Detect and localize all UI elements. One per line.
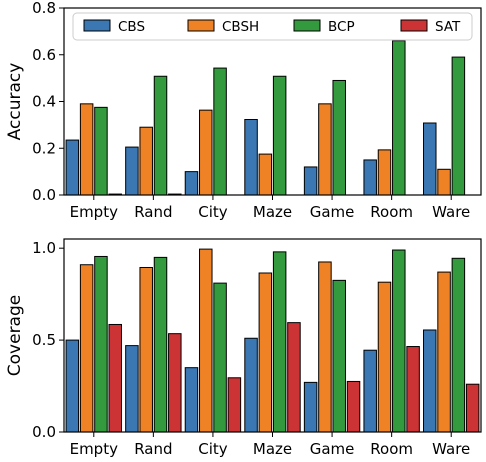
bar-bcp-room bbox=[392, 249, 406, 433]
bar-cbsh-empty bbox=[79, 264, 94, 433]
bar-sat-empty bbox=[108, 323, 122, 433]
plot-frame bbox=[63, 238, 482, 433]
bar-bcp-city bbox=[213, 67, 227, 196]
bar-cbs-maze bbox=[244, 337, 258, 433]
x-tick-label: Empty bbox=[70, 440, 118, 458]
bar-bcp-game bbox=[332, 279, 346, 433]
legend-swatch-cbsh bbox=[187, 19, 215, 32]
legend-swatch-cbs bbox=[83, 19, 111, 32]
y-tick-label: 1.0 bbox=[32, 239, 56, 257]
bar-cbsh-city bbox=[199, 248, 213, 433]
x-tick-label: Room bbox=[370, 440, 413, 458]
x-tick-label: Game bbox=[310, 440, 355, 458]
bar-cbsh-ware bbox=[437, 168, 451, 196]
legend-frame bbox=[72, 12, 473, 41]
bar-cbsh-maze bbox=[258, 153, 273, 196]
legend-label-cbs: CBS bbox=[118, 19, 145, 35]
bar-cbsh-game bbox=[318, 261, 332, 433]
legend-label-bcp: BCP bbox=[328, 19, 355, 35]
coverage-chart: Empty Rand City Maze Game Room Ware 0.0 0.5 1.0 Co… bbox=[5, 238, 482, 458]
y-tick-label: 0.2 bbox=[32, 139, 56, 157]
bar-bcp-ware bbox=[451, 56, 466, 196]
bar-cbs-room bbox=[363, 159, 377, 196]
bar-cbsh-room bbox=[377, 149, 392, 196]
bar-sat-city bbox=[227, 377, 242, 433]
bar-cbs-ware bbox=[423, 329, 437, 433]
legend-swatch-bcp bbox=[293, 19, 321, 32]
x-tick-label: Maze bbox=[253, 203, 292, 221]
x-tick-label: Room bbox=[370, 203, 413, 221]
x-tick-label: Game bbox=[310, 203, 355, 221]
plot-frame bbox=[63, 7, 482, 196]
x-tick-label: Rand bbox=[134, 203, 172, 221]
y-tick-label: 0.6 bbox=[32, 46, 56, 64]
y-axis-title: Accuracy bbox=[5, 63, 25, 141]
bar-cbs-rand bbox=[125, 345, 139, 433]
bar-cbs-game bbox=[303, 166, 318, 196]
legend-label-sat: SAT bbox=[435, 19, 461, 35]
bar-cbs-city bbox=[184, 171, 199, 196]
bar-cbs-ware bbox=[423, 122, 437, 196]
legend: CBS CBSH BCP SAT bbox=[72, 12, 473, 41]
bar-bcp-empty bbox=[94, 106, 108, 196]
bar-sat-game bbox=[346, 380, 361, 433]
bar-cbsh-game bbox=[318, 103, 332, 196]
bar-cbs-game bbox=[303, 381, 318, 433]
y-tick-label: 0.5 bbox=[32, 331, 56, 349]
bar-bcp-empty bbox=[94, 255, 108, 433]
legend-label-cbsh: CBSH bbox=[222, 19, 259, 35]
bar-cbsh-rand bbox=[139, 266, 153, 433]
bar-bcp-city bbox=[213, 282, 227, 433]
bar-cbs-empty bbox=[65, 139, 80, 196]
bar-cbsh-empty bbox=[79, 103, 94, 196]
x-tick-label: City bbox=[198, 440, 228, 458]
bar-cbs-room bbox=[363, 349, 377, 433]
legend-swatch-sat bbox=[400, 19, 428, 32]
bar-cbsh-city bbox=[199, 109, 213, 196]
bar-cbsh-room bbox=[377, 281, 392, 433]
x-tick-label: Empty bbox=[70, 203, 118, 221]
bar-bcp-maze bbox=[272, 251, 287, 433]
bar-bcp-ware bbox=[451, 257, 466, 433]
bar-bcp-room bbox=[392, 40, 406, 196]
x-tick-label: Ware bbox=[432, 203, 470, 221]
bar-bcp-maze bbox=[272, 75, 287, 196]
bar-bcp-rand bbox=[153, 256, 168, 433]
y-tick-label: 0.0 bbox=[32, 186, 56, 204]
bar-sat-room bbox=[406, 346, 420, 433]
bar-cbs-city bbox=[184, 367, 199, 433]
x-tick-label: Rand bbox=[134, 440, 172, 458]
bar-sat-rand bbox=[168, 333, 182, 433]
bar-cbs-empty bbox=[65, 339, 80, 433]
bar-sat-maze bbox=[287, 322, 301, 433]
bar-cbs-rand bbox=[125, 146, 139, 196]
y-tick-label: 0.8 bbox=[32, 0, 56, 17]
bar-bcp-rand bbox=[153, 75, 168, 196]
bar-cbsh-ware bbox=[437, 271, 451, 433]
bar-cbsh-maze bbox=[258, 272, 273, 433]
x-tick-label: Maze bbox=[253, 440, 292, 458]
y-tick-label: 0.0 bbox=[32, 423, 56, 441]
bar-cbsh-rand bbox=[139, 126, 153, 196]
accuracy-chart: Empty Rand City Maze Game Room Ware 0.0 0.2 0.4 0.… bbox=[5, 0, 482, 221]
y-tick-label: 0.4 bbox=[32, 93, 56, 111]
bar-cbs-maze bbox=[244, 118, 258, 196]
bar-sat-ware bbox=[465, 383, 480, 433]
y-axis-title: Coverage bbox=[5, 295, 25, 376]
bar-bcp-game bbox=[332, 79, 346, 196]
x-tick-label: City bbox=[198, 203, 228, 221]
x-tick-label: Ware bbox=[432, 440, 470, 458]
